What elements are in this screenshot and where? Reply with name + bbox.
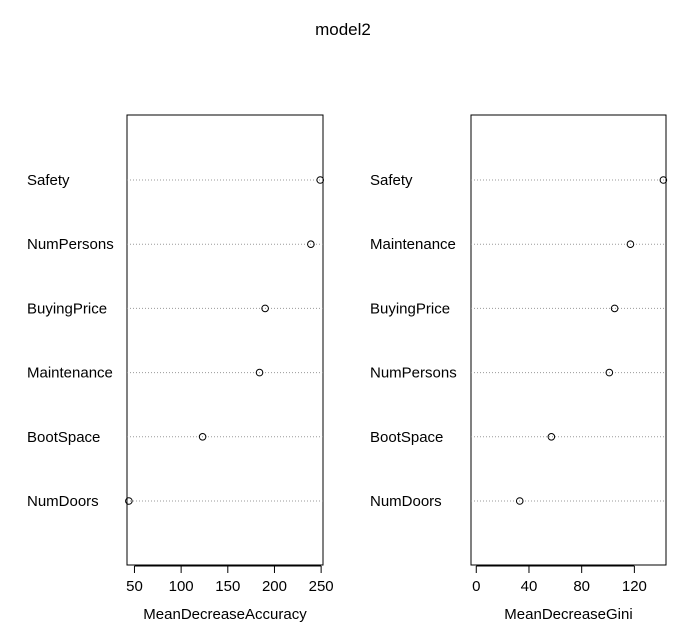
x-tick-label: 80 (573, 578, 590, 595)
panel-1: Safety NumPersons BuyingPrice Maintenance Bo… (27, 114, 334, 623)
x-tick-label: 50 (126, 578, 143, 595)
panel-2: Safety Maintenance BuyingPrice NumPersons Bo… (370, 114, 668, 623)
x-tick-label: 120 (622, 578, 647, 595)
x-tick-label: 40 (521, 578, 538, 595)
data-point (610, 304, 619, 313)
data-point (198, 433, 207, 441)
chart-title: model2 (315, 20, 371, 39)
x-tick-label: 0 (472, 578, 480, 595)
plot-frame (126, 114, 324, 566)
data-point (626, 240, 635, 248)
x-tick-label: 150 (215, 578, 240, 595)
category-label: Maintenance (27, 365, 113, 382)
category-label: NumDoors (370, 493, 442, 510)
x-tick-label: 200 (262, 578, 287, 595)
category-label: NumPersons (370, 365, 457, 382)
category-label: Safety (27, 172, 70, 189)
data-point (547, 433, 556, 441)
data-point (125, 497, 133, 505)
data-point (307, 240, 315, 248)
data-point (515, 497, 524, 505)
x-tick-label: 250 (309, 578, 334, 595)
category-label: NumDoors (27, 493, 99, 510)
category-label: BootSpace (27, 429, 100, 446)
x-tick-label: 100 (169, 578, 194, 595)
category-label: NumPersons (27, 236, 114, 253)
data-point (255, 368, 264, 377)
data-point (605, 368, 614, 377)
x-axis-label: MeanDecreaseGini (504, 606, 632, 623)
x-axis-label: MeanDecreaseAccuracy (143, 606, 307, 623)
category-label: Maintenance (370, 236, 456, 253)
category-label: BootSpace (370, 429, 443, 446)
data-point (659, 176, 668, 184)
plot-frame (470, 114, 667, 566)
category-label: BuyingPrice (27, 300, 107, 317)
category-label: BuyingPrice (370, 300, 450, 317)
data-point (316, 176, 325, 184)
data-point (261, 304, 269, 313)
category-label: Safety (370, 172, 413, 189)
